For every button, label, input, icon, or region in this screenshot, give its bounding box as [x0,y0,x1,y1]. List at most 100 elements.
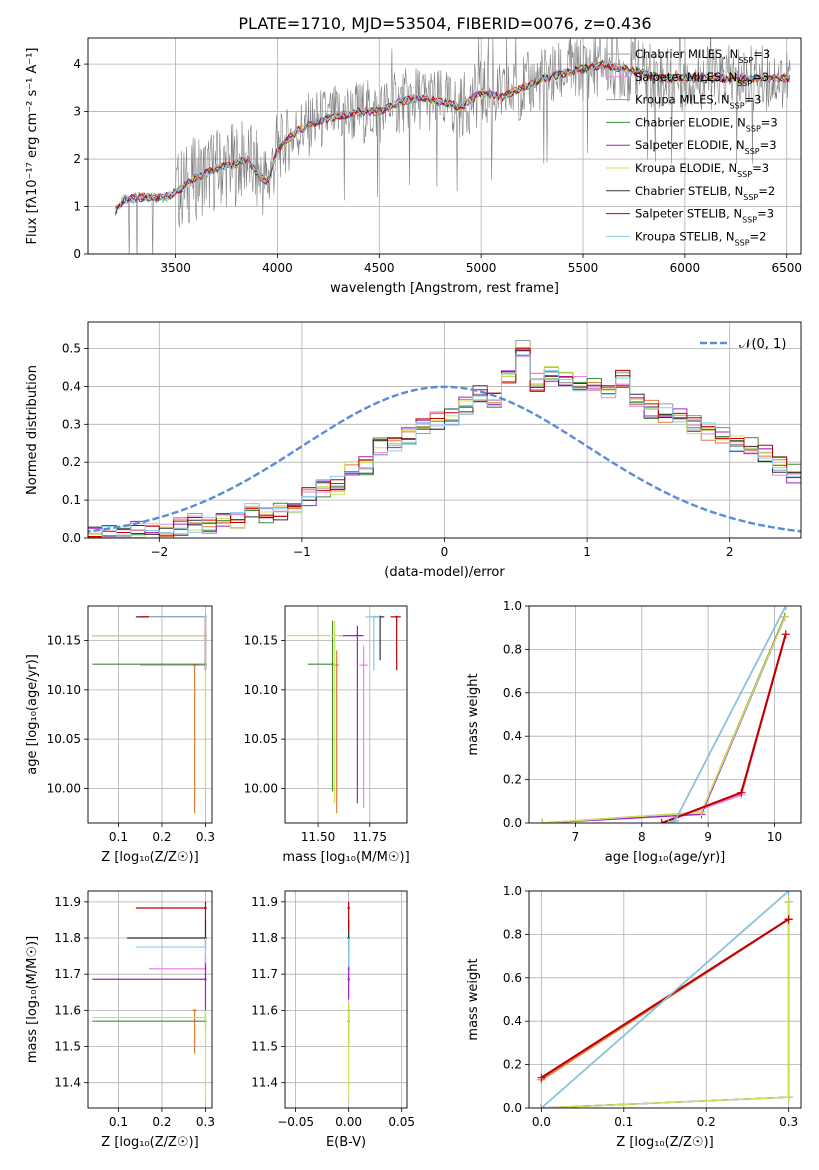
cumulative-line-salpeter-stelib [661,633,787,823]
legend-label: Chabrier MILES, NSSP=3 [635,47,770,65]
plus-marker [784,1093,793,1102]
y-tick-label: 0.8 [503,927,522,941]
legend-label: Chabrier STELIB, NSSP=2 [635,184,775,202]
y-tick-label: 0.4 [503,1014,522,1028]
legend-label: Chabrier ELODIE, NSSP=3 [635,115,778,132]
y-tick-label: 0.3 [62,417,81,431]
histogram-line-salpeter-elodie [88,349,801,538]
x-tick-label: 11.75 [353,830,387,844]
y-tick-label: 11.9 [54,895,81,909]
x-axis-label: Z [log₁₀(Z/Z☉)] [101,850,198,865]
cumulative-line-chabrier-miles [668,606,787,823]
legend-value: =2 [758,184,775,198]
legend-label: Kroupa STELIB, NSSP=2 [635,229,766,247]
y-axis-label: mass weight [466,958,481,1040]
axes-frame [87,890,213,1109]
y-tick-label: 0 [73,247,81,261]
model-line-salpeter-stelib [115,61,791,209]
data-point [347,906,350,910]
legend-label: Salpeter ELODIE, NSSP=3 [635,138,777,156]
legend-subscript: SSP [730,101,745,110]
x-axis-label: wavelength [Angstrom, rest frame] [330,281,559,296]
x-tick-label: 0.0 [532,1115,551,1129]
plus-marker [670,816,679,823]
data-point [347,1016,350,1019]
x-tick-label: 0 [441,545,449,559]
x-tick-label: 1 [583,545,591,559]
plot-area [287,615,401,814]
y-tick-label: 0.2 [62,455,81,469]
y-tick-label: 10.05 [244,732,278,746]
y-tick-label: 0.4 [503,729,522,743]
model-line-kroupa-stelib [115,60,791,211]
y-tick-label: 11.5 [54,1040,81,1054]
y-tick-label: 0.6 [503,971,522,985]
data-point [395,615,398,619]
axes: 3500 4000 4500 5000 5500 6000 6500 0 1 2 3 4 wavelen… [25,37,802,296]
plot-area [92,615,207,814]
normal-reference-curve [88,385,801,533]
axes: 7 8 9 10 0.0 0.2 0.4 0.6 0.8 1.0 age [log₁₀(age/yr… [466,599,802,865]
legend-value: =3 [761,115,778,129]
y-tick-label: 0.5 [62,342,81,356]
y-tick-label: 11.4 [251,1076,278,1090]
y-tick-label: 0.2 [503,773,522,787]
x-tick-label: 0.2 [152,830,171,844]
y-tick-label: 10.00 [47,781,81,795]
legend-value: =3 [760,138,777,152]
data-point [347,978,350,981]
data-point [204,978,207,981]
plot-area [347,901,350,1098]
x-axis-label: (data-model)/error [384,565,505,580]
legend-label: Kroupa ELODIE, NSSP=3 [635,161,769,179]
y-tick-label: 10.00 [244,781,278,795]
y-tick-label: 1.0 [503,599,522,613]
model-line-chabrier-elodie [115,61,791,213]
plus-marker [781,630,790,639]
x-tick-label: 10 [767,830,782,844]
plot-area [538,606,790,823]
legend-value: =3 [752,70,769,84]
y-tick-label: 11.5 [251,1040,278,1054]
y-tick-label: 10.05 [47,732,81,746]
y-tick-label: 4 [73,57,81,71]
x-tick-label: 11.50 [301,830,335,844]
legend-value: =3 [752,161,769,175]
histogram-line-kroupa-elodie [88,346,801,538]
grid-lines [88,891,212,1108]
legend-subscript: SSP [735,238,750,247]
cumulative-line-chabrier-stelib [668,606,787,823]
x-axis-label: Z [log₁₀(Z/Z☉)] [101,1135,198,1150]
x-tick-label: 4500 [364,261,395,275]
x-tick-label: 5000 [466,261,497,275]
histogram-line-salpeter-miles [88,355,801,538]
legend-value: =3 [753,47,770,61]
histogram-line-kroupa-miles [88,348,801,538]
plot-area [537,891,793,1108]
mass-vs-ebv-panel: −0.05 0.00 0.05 11.4 11.5 11.6 11.7 11.8 11.9 E(B… [251,890,415,1150]
x-tick-label: 0.00 [335,1115,362,1129]
y-tick-label: 0.0 [62,531,81,545]
cumulative-line-chabrier-elodie [541,901,790,1108]
axes: −0.05 0.00 0.05 11.4 11.5 11.6 11.7 11.8 11.9 E(B… [251,890,415,1150]
axes-frame [284,605,408,824]
figure-title: PLATE=1710, MJD=53504, FIBERID=0076, z=0… [238,14,651,33]
legend-value: =3 [745,93,762,107]
cumulative-line-kroupa-stelib [668,606,787,823]
cumul-z-panel: 0.0 0.1 0.2 0.3 0.0 0.2 0.4 0.6 0.8 1.0 Z [log₁₀(Z… [466,884,802,1150]
residuals-panel: −2 −1 0 1 2 0.0 0.1 0.2 0.3 0.4 0.5 (data-model)/er… [25,321,802,580]
axes: 0.1 0.2 0.3 10.00 10.05 10.10 10.15 Z [log₁₀(Z/… [25,605,215,865]
data-point [204,615,207,619]
x-axis-label: Z [log₁₀(Z/Z☉)] [616,1135,713,1150]
histogram-line-chabrier-elodie [88,354,801,538]
y-tick-label: 11.6 [54,1003,81,1017]
y-tick-label: 10.10 [47,683,81,697]
cumulative-line-salpeter-stelib [540,918,790,1079]
y-tick-label: 2 [73,152,81,166]
legend-subscript: SSP [737,170,752,179]
legend-label: Salpeter MILES, NSSP=3 [635,70,769,88]
y-tick-label: 11.7 [251,967,278,981]
axes: −2 −1 0 1 2 0.0 0.1 0.2 0.3 0.4 0.5 (data-model)/er… [25,321,802,580]
x-tick-label: 3500 [160,261,191,275]
y-axis-label: Normed distribution [25,365,40,495]
